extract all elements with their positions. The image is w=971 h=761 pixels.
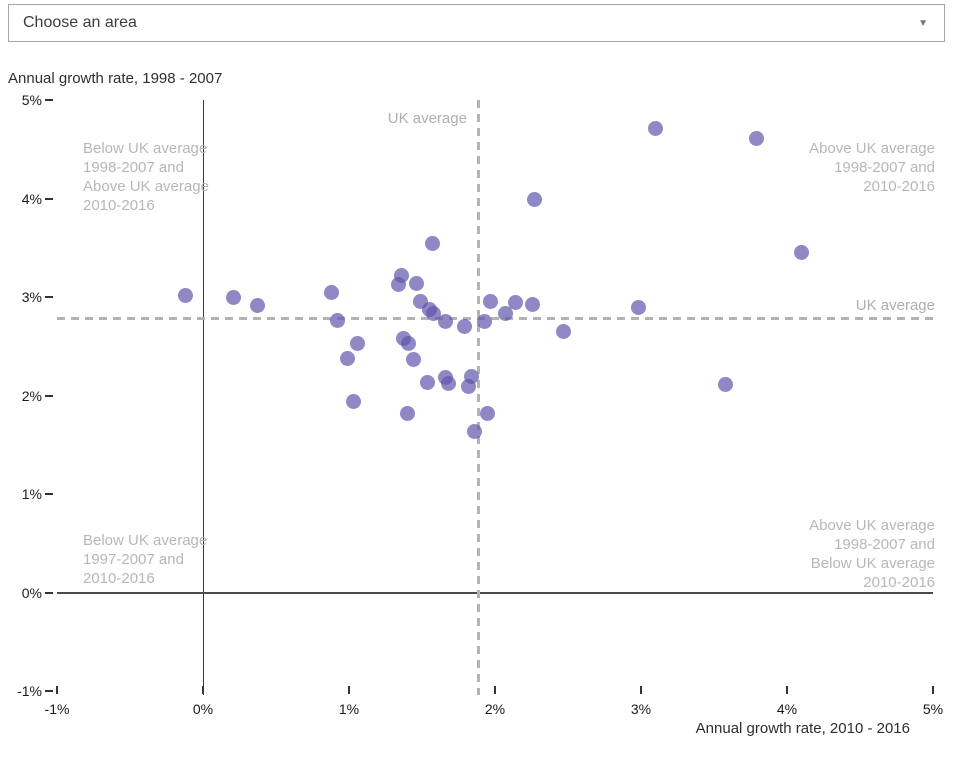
data-point[interactable] xyxy=(437,314,453,330)
x-tick-mark xyxy=(932,686,934,694)
uk-average-horizontal-line xyxy=(57,317,933,321)
x-axis-title: Annual growth rate, 2010 - 2016 xyxy=(695,720,910,737)
uk-average-vertical-line xyxy=(477,100,481,695)
quadrant-label-line: Above UK average xyxy=(809,517,935,534)
data-point[interactable] xyxy=(461,379,477,395)
quadrant-label-line: 1998-2007 and xyxy=(834,536,935,553)
x-tick-label: 5% xyxy=(922,701,944,717)
y-tick-mark xyxy=(45,99,53,101)
x-tick-label: 1% xyxy=(338,701,360,717)
y-tick-label: -1% xyxy=(17,683,42,699)
x-tick-label: 3% xyxy=(630,701,652,717)
data-point[interactable] xyxy=(426,306,442,322)
data-point[interactable] xyxy=(340,350,356,366)
y-axis-title: Annual growth rate, 1998 - 2007 xyxy=(8,70,223,87)
x-tick-mark xyxy=(786,686,788,694)
data-point[interactable] xyxy=(648,121,664,137)
x-tick-label: 0% xyxy=(192,701,214,717)
quadrant-label-line: Above UK average xyxy=(83,178,209,195)
data-point[interactable] xyxy=(556,323,572,339)
quadrant-label-line: 2010-2016 xyxy=(83,197,155,214)
quadrant-label-line: Below UK average xyxy=(83,532,208,549)
x-tick-mark xyxy=(494,686,496,694)
data-point[interactable] xyxy=(748,130,764,146)
data-point[interactable] xyxy=(526,191,542,207)
data-point[interactable] xyxy=(401,335,417,351)
y-tick-mark xyxy=(45,690,53,692)
y-tick-label: 0% xyxy=(21,584,42,601)
quadrant-label-line: 2010-2016 xyxy=(83,570,155,587)
x-tick-mark xyxy=(640,686,642,694)
area-dropdown[interactable]: Choose an area ▼ xyxy=(8,4,945,42)
quadrant-label-top-left: Below UK average 1998-2007 and Above UK av… xyxy=(83,139,209,215)
quadrant-label-line: 1998-2007 and xyxy=(834,159,935,176)
data-point[interactable] xyxy=(177,287,193,303)
y-tick-label: 5% xyxy=(21,92,42,108)
data-point[interactable] xyxy=(477,314,493,330)
data-point[interactable] xyxy=(480,405,496,421)
data-point[interactable] xyxy=(794,245,810,261)
quadrant-label-line: 1997-2007 and xyxy=(83,551,184,568)
quadrant-label-line: Above UK average xyxy=(809,140,935,157)
data-point[interactable] xyxy=(483,294,499,310)
quadrant-label-bottom-left: Below UK average 1997-2007 and 2010-2016 xyxy=(83,531,207,588)
data-point[interactable] xyxy=(329,313,345,329)
quadrant-label-bottom-right: Above UK average 1998-2007 and Below UK av… xyxy=(809,516,935,592)
quadrant-label-line: Below UK average xyxy=(83,140,208,157)
data-point[interactable] xyxy=(440,376,456,392)
y-tick-label: 2% xyxy=(21,387,42,404)
quadrant-label-line: 1998-2007 and xyxy=(83,159,184,176)
data-point[interactable] xyxy=(420,375,436,391)
area-dropdown-value: Choose an area xyxy=(23,14,137,31)
x-tick-mark xyxy=(56,686,58,694)
data-point[interactable] xyxy=(405,351,421,367)
data-point[interactable] xyxy=(408,275,424,291)
x-zero-gridline xyxy=(202,100,204,695)
data-point[interactable] xyxy=(249,298,265,314)
data-point[interactable] xyxy=(467,424,483,440)
y-tick-label: 3% xyxy=(21,289,42,305)
uk-average-label-horizontal: UK average xyxy=(855,296,935,314)
data-point[interactable] xyxy=(424,236,440,252)
y-zero-gridline xyxy=(57,591,933,594)
quadrant-label-line: 2010-2016 xyxy=(863,574,935,591)
x-tick-label: 4% xyxy=(776,701,798,717)
data-point[interactable] xyxy=(350,335,366,351)
x-tick-mark xyxy=(348,686,350,694)
data-point[interactable] xyxy=(507,295,523,311)
data-point[interactable] xyxy=(497,306,513,322)
quadrant-label-line: 2010-2016 xyxy=(863,178,935,195)
y-tick-mark xyxy=(45,296,53,298)
data-point[interactable] xyxy=(456,319,472,335)
data-point[interactable] xyxy=(226,290,242,306)
y-tick-mark xyxy=(45,591,53,594)
y-tick-label: 4% xyxy=(21,190,42,207)
data-point[interactable] xyxy=(718,377,734,393)
x-tick-label: -1% xyxy=(44,701,70,717)
data-point[interactable] xyxy=(525,297,541,313)
data-point[interactable] xyxy=(399,405,415,421)
quadrant-label-line: Below UK average xyxy=(810,555,935,572)
y-tick-mark xyxy=(45,493,53,495)
uk-average-label-vertical: UK average xyxy=(387,110,467,127)
data-point[interactable] xyxy=(345,393,361,409)
y-tick-mark xyxy=(45,394,53,397)
chevron-down-icon: ▼ xyxy=(918,17,928,29)
data-point[interactable] xyxy=(391,276,407,292)
data-point[interactable] xyxy=(630,300,646,316)
data-point[interactable] xyxy=(323,284,339,300)
quadrant-label-top-right: Above UK average 1998-2007 and 2010-2016 xyxy=(809,139,935,196)
y-tick-label: 1% xyxy=(21,486,42,502)
x-tick-label: 2% xyxy=(484,701,506,717)
y-tick-mark xyxy=(45,197,53,200)
